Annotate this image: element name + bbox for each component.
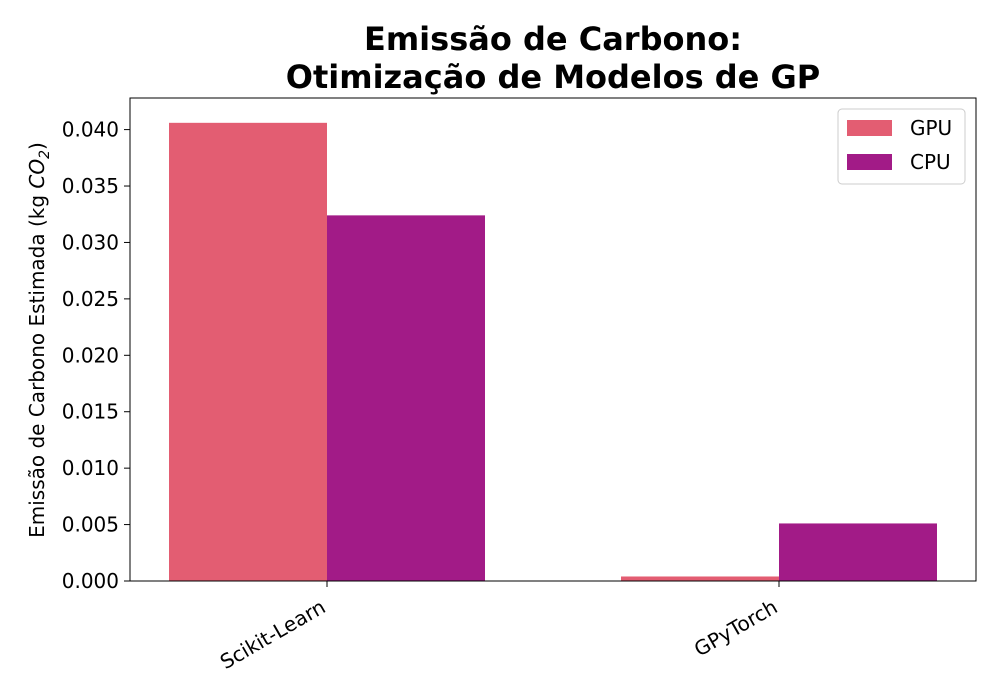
y-axis-label-text: Emissão de Carbono Estimada (kg: [25, 189, 49, 538]
legend-label-gpu: GPU: [910, 116, 952, 140]
legend: GPU CPU: [837, 108, 966, 185]
y-axis-ticks: 0.000 0.005 0.010 0.015 0.020 0.025 0.030 0.035…: [62, 118, 130, 593]
y-tick-label: 0.030: [62, 230, 119, 254]
legend-label-cpu: CPU: [910, 150, 951, 174]
plot-frame: [129, 97, 977, 582]
chart-title-line-2: Otimização de Modelos de GP: [286, 58, 820, 96]
legend-swatch-gpu: [847, 120, 892, 136]
y-tick-label: 0.040: [62, 118, 119, 142]
y-tick-label: 0.025: [62, 287, 119, 311]
y-axis-label: Emissão de Carbono Estimada (kg CO2): [25, 142, 53, 538]
x-tick-label: GPyTorch: [690, 595, 782, 662]
y-tick-label: 0.000: [62, 569, 119, 593]
bar-cpu-scikit-learn: [327, 215, 485, 581]
y-tick-label: 0.005: [62, 513, 119, 537]
y-tick-label: 0.010: [62, 456, 119, 480]
bar-gpu-scikit-learn: [169, 122, 327, 582]
chart-title-line-1: Emissão de Carbono:: [364, 20, 742, 58]
y-axis-label-close: ): [25, 142, 49, 150]
x-axis-ticks: Scikit-Learn GPyTorch: [216, 581, 782, 674]
bars-group: [169, 122, 937, 582]
y-tick-label: 0.020: [62, 343, 119, 367]
bar-cpu-gpytorch: [779, 523, 937, 581]
legend-swatch-cpu: [847, 154, 892, 170]
y-axis-label-unit: CO: [25, 159, 49, 189]
bar-gpu-gpytorch: [621, 576, 779, 581]
y-tick-label: 0.035: [62, 174, 119, 198]
y-axis-label-subscript: 2: [37, 150, 53, 159]
y-tick-label: 0.015: [62, 400, 119, 424]
x-tick-label: Scikit-Learn: [216, 595, 330, 674]
